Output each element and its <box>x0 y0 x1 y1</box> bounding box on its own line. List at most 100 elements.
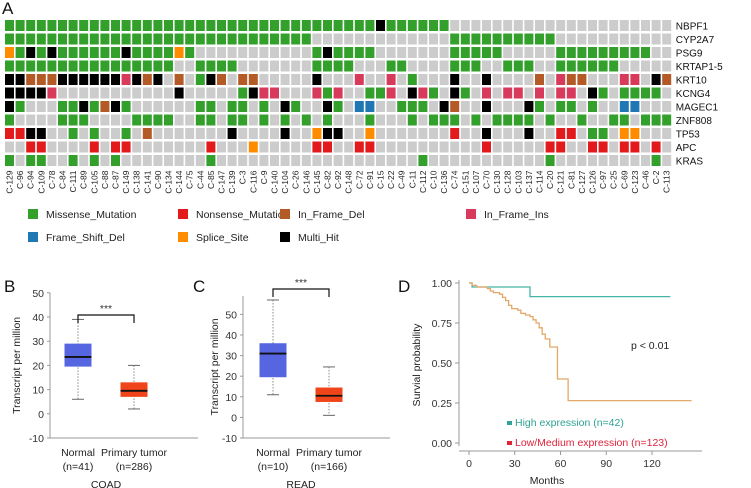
mutation-cell <box>15 114 25 126</box>
mutation-cell <box>47 128 57 139</box>
mutation-cell <box>26 87 36 99</box>
mutation-cell <box>153 33 163 45</box>
mutation-cell <box>503 47 513 58</box>
mutation-cell <box>280 101 290 112</box>
mutation-cell <box>524 101 534 112</box>
legend-swatch <box>28 209 38 219</box>
mutation-cell <box>376 33 385 45</box>
mutation-cell <box>280 74 290 85</box>
mutation-cell <box>132 60 142 72</box>
mutation-cell <box>89 101 99 112</box>
sample-label: C-84 <box>58 170 68 189</box>
mutation-cell <box>662 155 672 166</box>
mutation-cell <box>280 33 290 45</box>
mutation-cell <box>566 155 576 166</box>
mutation-cell <box>641 20 650 31</box>
mutation-cell <box>270 155 279 166</box>
sample-label: C-72 <box>354 170 364 189</box>
mutation-cell <box>47 87 57 99</box>
mutation-cell <box>89 141 99 153</box>
mutation-cell <box>36 141 46 153</box>
gene-label: KRT10 <box>676 76 707 87</box>
mutation-cell <box>535 33 544 45</box>
mutation-cell <box>545 141 555 153</box>
y-tick-label: 40 <box>32 312 44 324</box>
sample-label: C-111 <box>68 170 78 192</box>
mutation-cell <box>333 33 343 45</box>
mutation-cell <box>68 155 78 166</box>
y-tick-label: -10 <box>222 433 237 445</box>
mutation-cell <box>386 33 396 45</box>
mutation-cell <box>153 141 163 153</box>
mutation-cell <box>132 141 142 153</box>
group-n-label: (n=286) <box>116 461 152 473</box>
mutation-cell <box>662 60 672 72</box>
legend-swatch <box>280 232 290 242</box>
mutation-cell <box>79 155 89 166</box>
mutation-cell <box>365 128 375 139</box>
mutation-cell <box>662 20 672 31</box>
mutation-cell <box>503 128 513 139</box>
mutation-cell <box>248 74 258 85</box>
mutation-cell <box>429 20 438 31</box>
mutation-cell <box>5 33 14 45</box>
mutation-cell <box>89 74 99 85</box>
mutation-cell <box>323 74 332 85</box>
mutation-cell <box>556 101 566 112</box>
mutation-cell <box>185 60 195 72</box>
x-tick-label: 60 <box>555 458 567 470</box>
mutation-cell <box>418 87 428 99</box>
mutation-cell <box>58 60 67 72</box>
mutation-cell <box>450 20 460 31</box>
mutation-cell <box>100 74 110 85</box>
mutation-cell <box>577 60 587 72</box>
sample-label: C-105 <box>89 170 99 193</box>
mutation-cell <box>36 60 46 72</box>
mutation-cell <box>195 74 205 85</box>
mutation-cell <box>556 60 566 72</box>
mutation-cell <box>26 155 36 166</box>
mutation-cell <box>450 128 460 139</box>
mutation-cell <box>641 33 650 45</box>
mutation-cell <box>89 20 99 31</box>
mutation-cell <box>132 101 142 112</box>
mutation-cell <box>577 128 587 139</box>
mutation-cell <box>185 33 195 45</box>
gene-label: KRTAP1-5 <box>676 62 723 73</box>
mutation-cell <box>556 114 566 126</box>
mutation-cell <box>142 87 152 99</box>
mutation-cell <box>503 87 513 99</box>
mutation-cell <box>164 33 173 45</box>
mutation-cell <box>15 87 25 99</box>
mutation-cell <box>121 20 131 31</box>
mutation-cell <box>195 33 205 45</box>
mutation-cell <box>291 87 301 99</box>
mutation-cell <box>344 155 354 166</box>
mutation-cell <box>598 47 608 58</box>
mutation-cell <box>577 101 587 112</box>
mutation-cell <box>142 101 152 112</box>
mutation-cell <box>164 155 173 166</box>
mutation-cell <box>323 87 332 99</box>
mutation-cell <box>450 87 460 99</box>
mutation-cell <box>535 74 544 85</box>
mutation-cell <box>291 128 301 139</box>
mutation-cell <box>174 33 184 45</box>
mutation-cell <box>418 114 428 126</box>
mutation-cell <box>503 114 513 126</box>
mutation-cell <box>270 128 279 139</box>
sample-label: C-82 <box>323 170 333 189</box>
mutation-cell <box>301 20 311 31</box>
mutation-cell <box>429 101 438 112</box>
sample-label: C-103 <box>513 170 523 193</box>
legend-swatch <box>466 209 476 219</box>
mutation-cell <box>609 33 619 45</box>
significance-bracket <box>77 314 135 323</box>
gene-label: NBPF1 <box>676 22 709 33</box>
mutation-cell <box>270 141 279 153</box>
mutation-cell <box>238 60 248 72</box>
mutation-cell <box>588 114 597 126</box>
mutation-cell <box>79 101 89 112</box>
mutation-cell <box>333 128 343 139</box>
mutation-cell <box>164 101 173 112</box>
